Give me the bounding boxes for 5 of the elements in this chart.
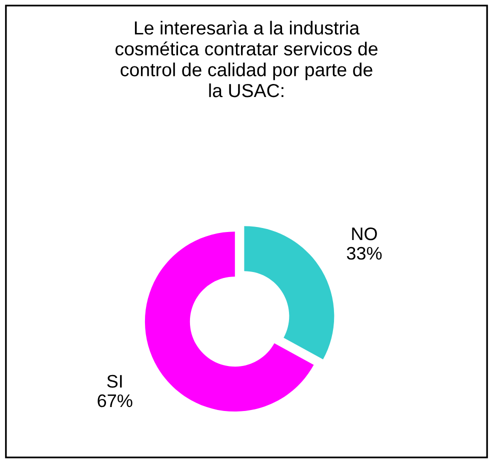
data-label: 33% — [346, 246, 382, 260]
data-label: 67% — [98, 394, 132, 408]
slice-label: NO — [352, 227, 377, 240]
chart-title: Le interesarìa a la industria cosmética contratar servicos de control de calidad por parte de la USAC: — [115, 20, 378, 98]
slice-label: SI — [107, 374, 122, 388]
